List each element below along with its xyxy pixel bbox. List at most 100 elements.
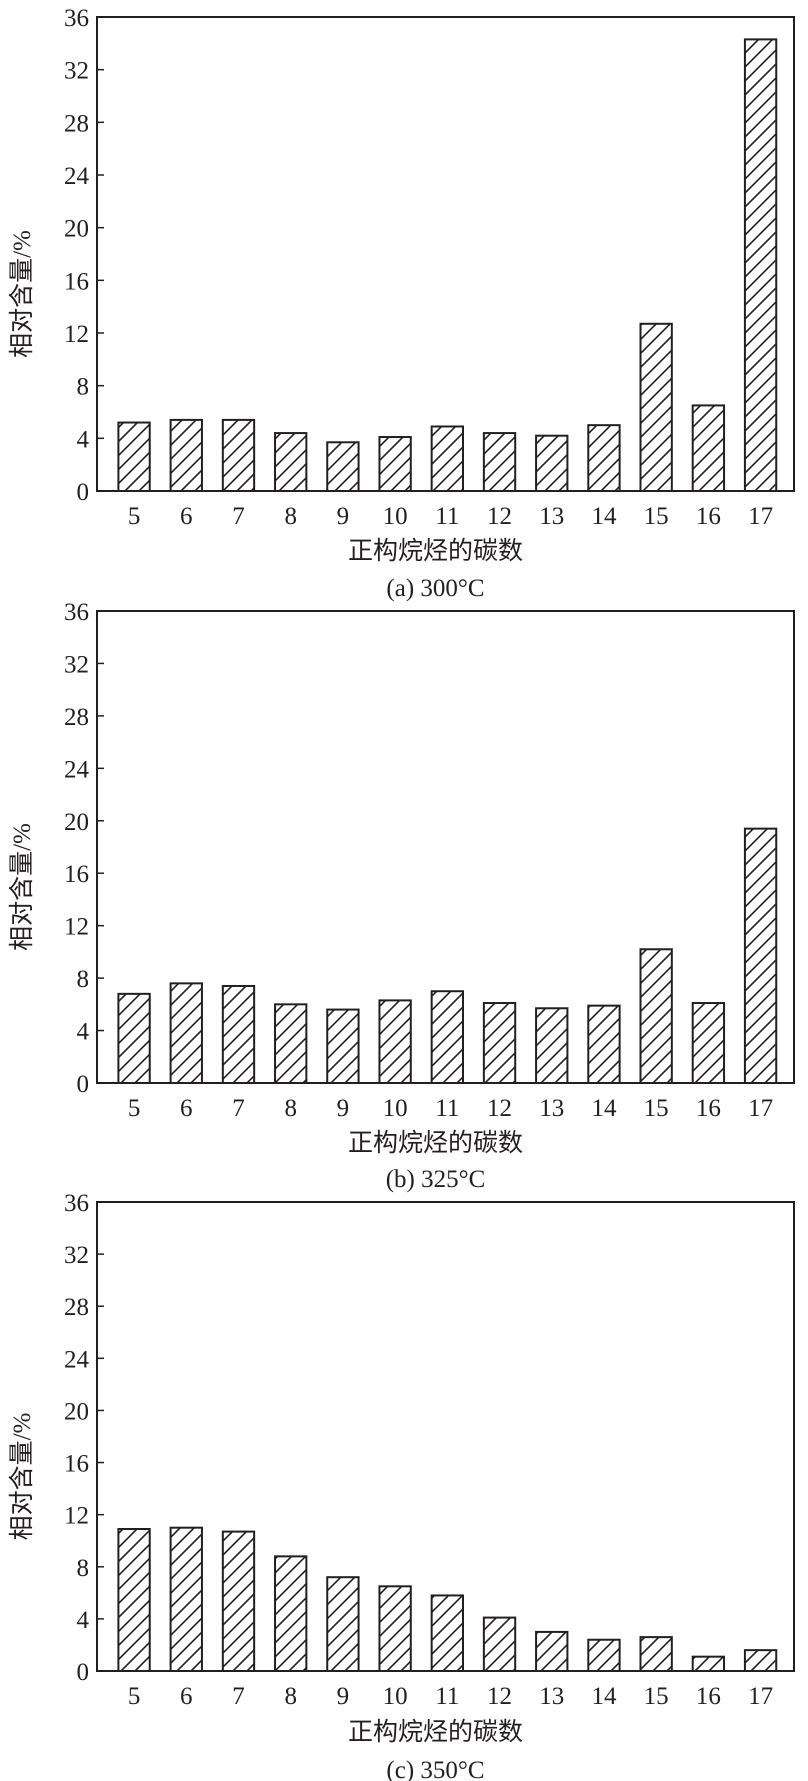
bar-15 (639, 322, 673, 492)
x-tick-label: 6 (180, 1683, 193, 1710)
bar-6 (169, 982, 203, 1084)
y-tick-label: 20 (64, 1398, 89, 1425)
x-tick-label: 11 (435, 1683, 459, 1710)
x-tick-label: 15 (644, 1683, 669, 1710)
y-tick-label: 12 (64, 321, 89, 348)
bar-17 (743, 38, 778, 493)
bar-16 (691, 1655, 726, 1672)
x-tick-label: 8 (284, 503, 297, 530)
bar-8 (274, 432, 308, 493)
bar-10 (378, 999, 412, 1085)
x-tick-label: 9 (337, 503, 350, 530)
x-tick-label: 15 (644, 1095, 669, 1122)
y-tick-label: 16 (64, 1451, 89, 1478)
y-tick-label: 0 (77, 1659, 90, 1686)
bar-12 (482, 1002, 517, 1084)
bar-6 (169, 418, 203, 492)
chart-caption: (a) 300°C (386, 575, 484, 602)
y-tick-label: 24 (64, 163, 90, 190)
y-axis-label: 相对含量/% (8, 823, 36, 951)
bar-11 (430, 1594, 464, 1672)
bar-13 (535, 1007, 569, 1084)
x-tick-label: 9 (337, 1683, 350, 1710)
bar-11 (430, 425, 464, 493)
y-tick-label: 8 (77, 374, 90, 401)
x-tick-label: 10 (383, 503, 408, 530)
y-tick-label: 28 (64, 110, 89, 137)
x-tick-label: 9 (337, 1095, 350, 1122)
y-tick-label: 24 (64, 1346, 90, 1373)
x-tick-label: 13 (539, 1095, 564, 1122)
bar-14 (587, 424, 621, 492)
x-tick-label: 13 (539, 503, 564, 530)
y-tick-label: 0 (77, 1071, 90, 1098)
bar-15 (639, 948, 673, 1084)
bar-9 (326, 1008, 360, 1084)
x-axis-label: 正构烷烃的碳数 (348, 537, 523, 565)
bar-6 (169, 1526, 203, 1673)
x-tick-label: 7 (232, 1683, 245, 1710)
plot-frame (96, 16, 795, 492)
x-tick-label: 6 (180, 503, 193, 530)
y-tick-label: 8 (77, 966, 90, 993)
x-tick-label: 5 (128, 1683, 141, 1710)
y-axis-label: 相对含量/% (8, 1413, 36, 1541)
x-tick-label: 17 (748, 503, 773, 530)
bar-5 (117, 1527, 151, 1672)
x-tick-label: 14 (591, 503, 617, 530)
x-tick-label: 14 (591, 1095, 617, 1122)
y-tick-label: 0 (77, 479, 90, 506)
x-tick-label: 11 (435, 1095, 459, 1122)
y-tick-label: 16 (64, 268, 89, 295)
y-tick-label: 32 (64, 651, 89, 678)
bar-13 (535, 434, 569, 493)
x-tick-label: 12 (487, 503, 512, 530)
x-tick-label: 13 (539, 1683, 564, 1710)
x-tick-label: 5 (128, 503, 141, 530)
x-tick-label: 10 (383, 1095, 408, 1122)
y-tick-label: 20 (64, 809, 89, 836)
y-tick-label: 12 (64, 1503, 89, 1530)
y-tick-label: 36 (64, 599, 89, 626)
bar-14 (587, 1004, 621, 1085)
y-tick-label: 24 (64, 756, 90, 783)
bar-11 (430, 990, 464, 1085)
x-tick-label: 10 (383, 1683, 408, 1710)
x-tick-label: 16 (696, 1683, 721, 1710)
chart-panel-2: 0 4 8 12 16 20 24 28 32 36 5 6 7 8 9 10 11 12 13 14 15 16 17 正构… (8, 1190, 795, 1781)
bar-9 (326, 1576, 360, 1672)
bar-7 (221, 418, 256, 492)
bar-9 (326, 441, 360, 492)
bar-15 (639, 1636, 673, 1673)
chart-panel-0: 0 4 8 12 16 20 24 28 32 36 5 6 7 8 9 10 11 12 13 14 15 16 17 正构… (8, 5, 795, 602)
y-tick-label: 4 (77, 426, 90, 453)
x-axis-label: 正构烷烃的碳数 (348, 1129, 523, 1157)
bar-13 (535, 1630, 569, 1672)
y-tick-label: 28 (64, 1294, 89, 1321)
y-tick-label: 4 (77, 1019, 90, 1046)
x-tick-label: 8 (284, 1683, 297, 1710)
x-tick-label: 5 (128, 1095, 141, 1122)
chart-panel-1: 0 4 8 12 16 20 24 28 32 36 5 6 7 8 9 10 11 12 13 14 15 16 17 正构… (8, 599, 795, 1193)
chart-caption: (b) 325°C (386, 1166, 486, 1193)
x-tick-label: 17 (748, 1095, 773, 1122)
plot-frame (96, 610, 795, 1084)
x-tick-label: 16 (696, 1095, 721, 1122)
bar-10 (378, 1585, 412, 1673)
bar-8 (274, 1555, 308, 1673)
y-tick-label: 8 (77, 1555, 90, 1582)
x-tick-label: 6 (180, 1095, 193, 1122)
x-tick-label: 12 (487, 1095, 512, 1122)
x-tick-label: 14 (591, 1683, 617, 1710)
chart-caption: (c) 350°C (386, 1757, 484, 1781)
bar-5 (117, 421, 151, 492)
bar-17 (743, 827, 778, 1085)
y-tick-label: 32 (64, 1242, 89, 1269)
bar-14 (587, 1638, 621, 1672)
bar-16 (691, 1002, 726, 1084)
bar-17 (743, 1649, 778, 1672)
bar-8 (274, 1003, 308, 1084)
x-tick-label: 7 (232, 1095, 245, 1122)
y-tick-label: 4 (77, 1607, 90, 1634)
